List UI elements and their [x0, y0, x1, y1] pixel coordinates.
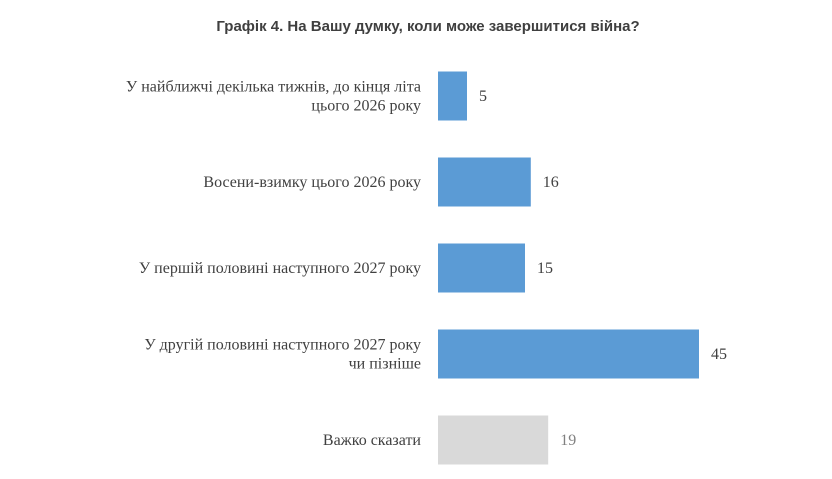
bar-2: [438, 243, 525, 293]
category-label-3: У другій половині наступного 2027 року чи…: [144, 337, 421, 373]
bar-1: [438, 157, 531, 207]
category-label-4: Важко сказати: [323, 432, 422, 449]
data-label-4: 19: [560, 432, 576, 449]
bar-4: [438, 415, 549, 465]
category-label-0: У найближчі декілька тижнів, до кінця лі…: [126, 79, 421, 115]
data-label-3: 45: [711, 346, 727, 363]
data-label-2: 15: [537, 260, 553, 277]
chart-title: Графік 4. На Вашу думку, коли може завер…: [216, 18, 640, 35]
category-label-2: У першій половині наступного 2027 року: [139, 260, 421, 277]
category-label-1: Восени-взимку цього 2026 року: [203, 174, 421, 191]
data-label-1: 16: [543, 174, 559, 191]
data-label-0: 5: [479, 88, 487, 105]
bar-3: [438, 329, 699, 379]
bar-0: [438, 71, 467, 121]
